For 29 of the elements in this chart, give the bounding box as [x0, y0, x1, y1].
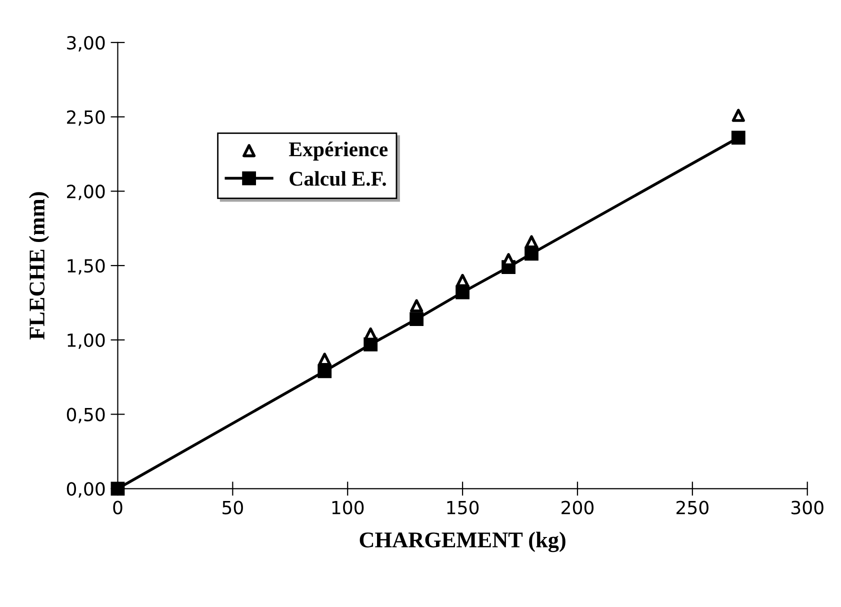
point — [732, 108, 745, 122]
point — [318, 352, 332, 366]
point — [110, 481, 126, 496]
y-tick-label: 0,50 — [66, 408, 105, 424]
x-tick-label: 50 — [222, 500, 243, 514]
x-tick-label: 300 — [792, 500, 824, 514]
point — [318, 364, 332, 378]
x-tick-label: 250 — [676, 500, 708, 514]
point — [456, 274, 470, 287]
y-tick-label: 1,50 — [68, 259, 105, 275]
y-tick-label: 1,00 — [68, 333, 105, 349]
x-tick-label: 200 — [562, 500, 594, 514]
legend-label: Expérience — [288, 142, 388, 161]
point — [731, 130, 746, 145]
point — [524, 235, 538, 248]
y-tick-label: 3,00 — [67, 36, 105, 52]
x-tick-label: 100 — [332, 500, 364, 514]
y-axis-title: FLECHE (mm) — [28, 192, 50, 340]
y-tick-label: 0,00 — [66, 482, 105, 498]
point — [524, 246, 538, 261]
x-tick-label: 150 — [447, 500, 479, 514]
x-axis-title: CHARGEMENT (kg) — [360, 532, 566, 552]
point — [410, 312, 424, 326]
point — [456, 285, 470, 300]
y-tick-label: 2,50 — [67, 110, 105, 126]
y-tick-label: 2,00 — [67, 184, 105, 200]
x-tick-label: 0 — [113, 500, 122, 514]
legend-label: Calcul E.F. — [290, 171, 386, 186]
point — [410, 299, 424, 312]
